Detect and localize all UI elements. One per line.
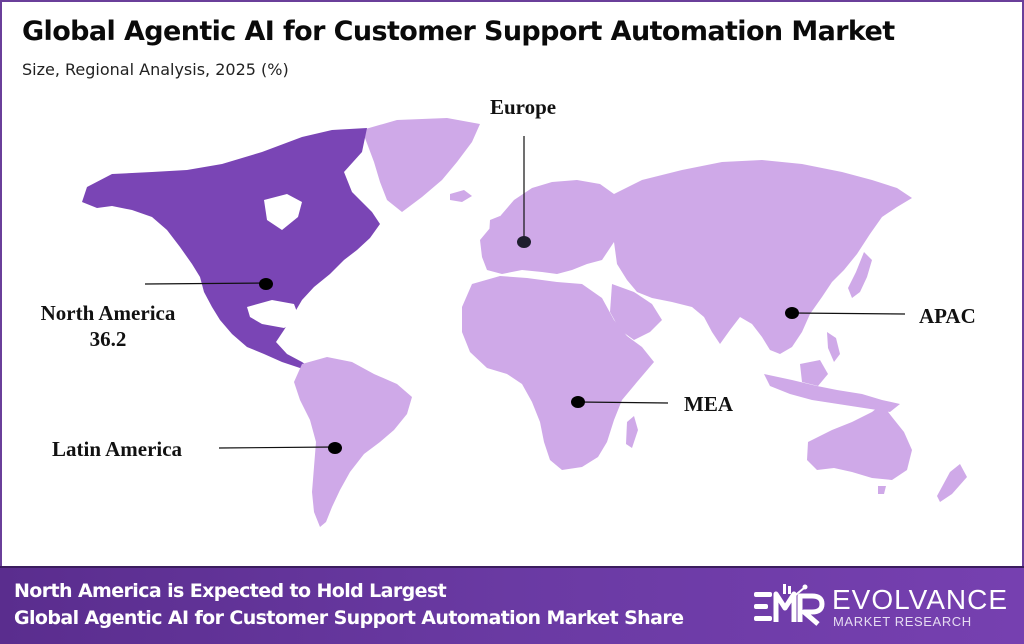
north-america-leader-line bbox=[144, 282, 267, 285]
region-borneo bbox=[800, 360, 828, 386]
latin-america-marker-icon bbox=[328, 442, 342, 454]
region-north-america[interactable] bbox=[82, 128, 380, 370]
world-map bbox=[82, 118, 967, 527]
footer-line-2: Global Agentic AI for Customer Support A… bbox=[14, 607, 684, 629]
latin-america-leader-line bbox=[218, 446, 336, 449]
north-america-name: North America bbox=[40, 301, 176, 325]
logo-subtitle: MARKET RESEARCH bbox=[833, 614, 972, 629]
region-japan bbox=[848, 252, 872, 298]
region-mea[interactable] bbox=[462, 276, 654, 470]
footer-headline: North America is Expected to Hold Larges… bbox=[14, 578, 684, 632]
region-madagascar bbox=[626, 416, 638, 448]
region-new-zealand bbox=[937, 464, 967, 502]
region-philippines bbox=[827, 332, 840, 362]
region-latin-america[interactable] bbox=[294, 357, 412, 527]
europe-label: Europe bbox=[490, 95, 557, 119]
apac-label: APAC bbox=[919, 304, 976, 328]
region-gulf-of-mexico bbox=[247, 300, 300, 328]
region-apac[interactable] bbox=[614, 160, 912, 354]
region-greenland bbox=[362, 118, 480, 212]
region-iceland bbox=[450, 190, 472, 202]
page-title: Global Agentic AI for Customer Support A… bbox=[22, 16, 895, 47]
mea-label: MEA bbox=[684, 392, 733, 416]
apac-leader-line bbox=[791, 312, 906, 315]
footer-banner: North America is Expected to Hold Larges… bbox=[0, 566, 1024, 644]
region-tasmania bbox=[878, 486, 886, 494]
evolvance-logo: EVOLVANCE MARKET RESEARCH bbox=[752, 582, 1012, 632]
logo-name: EVOLVANCE bbox=[832, 584, 1009, 615]
region-hudson-bay bbox=[264, 194, 302, 230]
footer-line-1: North America is Expected to Hold Larges… bbox=[14, 580, 447, 602]
page-subtitle: Size, Regional Analysis, 2025 (%) bbox=[22, 60, 289, 79]
mea-leader-line bbox=[577, 401, 669, 404]
region-europe[interactable] bbox=[480, 180, 622, 274]
north-america-value: 36.2 bbox=[89, 327, 127, 351]
europe-marker-icon bbox=[517, 236, 531, 248]
mea-marker-icon bbox=[571, 396, 585, 408]
region-uk bbox=[489, 216, 504, 240]
latin-america-label: Latin America bbox=[52, 437, 183, 461]
emr-logo-mark-icon bbox=[754, 584, 825, 626]
region-indonesia bbox=[764, 374, 900, 412]
apac-marker-icon bbox=[785, 307, 799, 319]
region-australia bbox=[807, 404, 912, 480]
region-arabia bbox=[610, 284, 662, 340]
north-america-marker-icon bbox=[259, 278, 273, 290]
north-america-label: North America 36.2 bbox=[26, 300, 190, 352]
